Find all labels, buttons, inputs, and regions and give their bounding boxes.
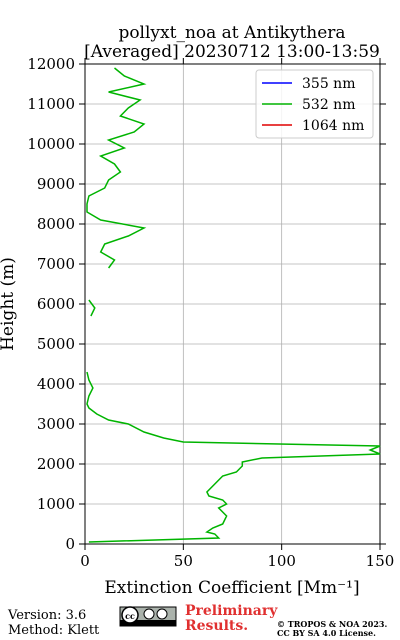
y-tick-label: 12000	[27, 55, 75, 73]
copyright: © TROPOS & NOA 2023.	[277, 619, 387, 629]
cc-license-icon: cc	[119, 606, 177, 627]
chart-title: [Averaged] 20230712 13:00-13:59	[84, 42, 380, 62]
y-tick-label: 8000	[37, 215, 75, 233]
x-tick-label: 150	[366, 552, 395, 570]
y-tick-label: 4000	[37, 375, 75, 393]
legend-label: 1064 nm	[302, 118, 364, 134]
x-tick-label: 100	[267, 552, 296, 570]
x-tick-label: 0	[80, 552, 90, 570]
y-tick-label: 7000	[37, 255, 75, 273]
y-tick-label: 6000	[37, 295, 75, 313]
legend-label: 355 nm	[302, 76, 355, 92]
chart-title: pollyxt_noa at Antikythera	[118, 23, 345, 43]
y-tick-label: 1000	[37, 495, 75, 513]
version: Version: 3.6	[7, 608, 86, 623]
y-tick-label: 2000	[37, 455, 75, 473]
legend-box	[255, 69, 374, 139]
preliminary-note: Results.	[185, 618, 248, 634]
profile-line	[86, 67, 381, 543]
y-tick-label: 5000	[37, 335, 75, 353]
x-tick-label: 50	[174, 552, 193, 570]
plot-area: 0 50 100 150 0 1000 2000 3000 4000 5000 6000 7000 80…	[27, 55, 394, 570]
y-tick-label: 10000	[27, 135, 75, 153]
legend-label: 532 nm	[302, 97, 355, 113]
x-axis-label: Extinction Coefficient [Mm⁻¹]	[104, 578, 359, 598]
y-tick-label: 3000	[37, 415, 75, 433]
plot-frame	[84, 63, 381, 545]
y-tick-label: 0	[65, 535, 75, 553]
svg-text:cc: cc	[125, 611, 135, 621]
y-tick-label: 9000	[37, 175, 75, 193]
y-tick-label: 11000	[27, 95, 75, 113]
copyright: CC BY SA 4.0 License.	[277, 628, 376, 638]
method: Method: Klett	[8, 623, 100, 638]
y-axis-label: Height (m)	[0, 257, 18, 351]
preliminary-note: Preliminary	[185, 603, 278, 619]
